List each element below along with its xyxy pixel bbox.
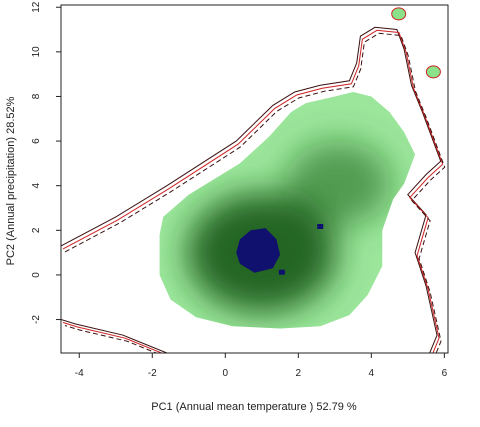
overlap-region (236, 228, 281, 273)
x-tick-label: 0 (223, 368, 229, 379)
x-tick-label: -4 (75, 368, 84, 379)
y-tick-label: 6 (31, 138, 42, 144)
x-axis-label: PC1 (Annual mean temperature ) 52.79 % (151, 401, 357, 413)
plot-frame (60, 4, 449, 354)
x-tick-label: 2 (296, 368, 302, 379)
outer-contour-dashed (64, 32, 446, 353)
density-peak-2 (285, 141, 391, 226)
y-tick-label: 0 (31, 272, 42, 278)
y-tick-label: 4 (31, 182, 42, 188)
island-1 (391, 7, 407, 21)
outer-contour-red (62, 29, 444, 353)
y-tick-label: 12 (31, 1, 42, 13)
y-tick-label: 8 (31, 93, 42, 99)
y-axis-label: PC2 (Annual precipitation) 28.52% (5, 96, 17, 265)
plot-area (61, 7, 446, 353)
y-tick-label: 10 (31, 46, 42, 58)
y-axis: -2 0 2 4 6 8 10 12 (31, 1, 61, 324)
x-tick-label: 6 (442, 368, 448, 379)
x-tick-label: 4 (369, 368, 375, 379)
y-tick-label: -2 (31, 315, 42, 324)
overlap-cell-1 (278, 269, 285, 275)
outer-contour-solid (61, 26, 442, 353)
overlap-cell-2 (317, 223, 324, 229)
island-2 (425, 65, 441, 79)
x-axis: -4 -2 0 2 4 6 (75, 353, 448, 379)
x-tick-label: -2 (148, 368, 157, 379)
y-tick-label: 2 (31, 227, 42, 233)
